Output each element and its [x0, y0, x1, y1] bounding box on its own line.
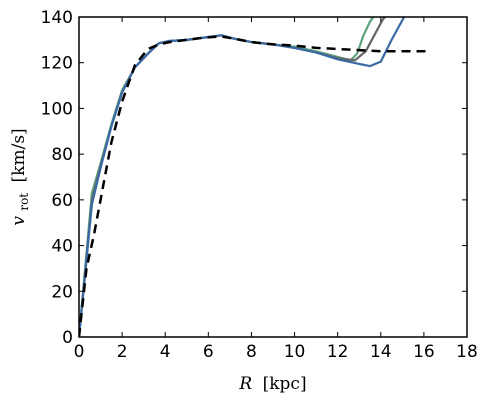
y-tick-label: 140 [41, 8, 73, 28]
x-tick-label: 12 [327, 342, 349, 362]
ticks-layer: 0 2 4 6 8 10 12 14 16 18 0 20 40 60 80 100 120 140 [41, 8, 478, 362]
y-tick-label: 120 [41, 54, 73, 74]
y-tick-label: 20 [51, 282, 73, 302]
x-axis-symbol: R [238, 374, 252, 394]
x-tick-label: 16 [413, 342, 435, 362]
y-axis-symbol: v [9, 216, 29, 226]
y-tick-label: 100 [41, 99, 73, 119]
y-axis-label: v rot [km/s] [9, 128, 33, 225]
x-tick-label: 10 [284, 342, 306, 362]
series-line-1 [79, 35, 431, 337]
x-axis-label: R [kpc] [238, 374, 306, 394]
x-tick-label: 18 [456, 342, 478, 362]
series-line-2 [79, 17, 375, 337]
x-tick-label: 8 [246, 342, 257, 362]
x-tick-label: 0 [74, 342, 85, 362]
y-tick-label: 60 [51, 191, 73, 211]
x-tick-label: 6 [203, 342, 214, 362]
plot-frame [78, 16, 468, 338]
x-tick-label: 2 [117, 342, 128, 362]
y-tick-label: 0 [62, 328, 73, 348]
series-line-4 [79, 17, 406, 337]
y-tick-label: 40 [51, 237, 73, 257]
y-axis-unit: [km/s] [9, 128, 29, 182]
y-axis-subscript: rot [17, 193, 31, 211]
x-tick-label: 14 [370, 342, 392, 362]
series-layer [79, 17, 431, 337]
x-tick-label: 4 [160, 342, 171, 362]
x-axis-unit: [kpc] [263, 374, 307, 394]
y-tick-label: 80 [51, 145, 73, 165]
